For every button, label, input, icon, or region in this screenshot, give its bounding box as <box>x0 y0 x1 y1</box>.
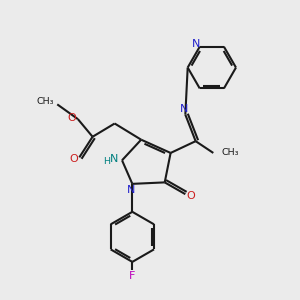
Text: O: O <box>186 190 195 201</box>
Text: N: N <box>127 185 135 195</box>
Text: CH₃: CH₃ <box>222 148 239 158</box>
Text: O: O <box>70 154 78 164</box>
Text: N: N <box>180 104 188 114</box>
Text: H: H <box>103 157 110 166</box>
Text: N: N <box>192 39 200 49</box>
Text: N: N <box>110 154 118 164</box>
Text: O: O <box>67 112 76 123</box>
Text: F: F <box>129 271 136 281</box>
Text: CH₃: CH₃ <box>37 97 54 106</box>
